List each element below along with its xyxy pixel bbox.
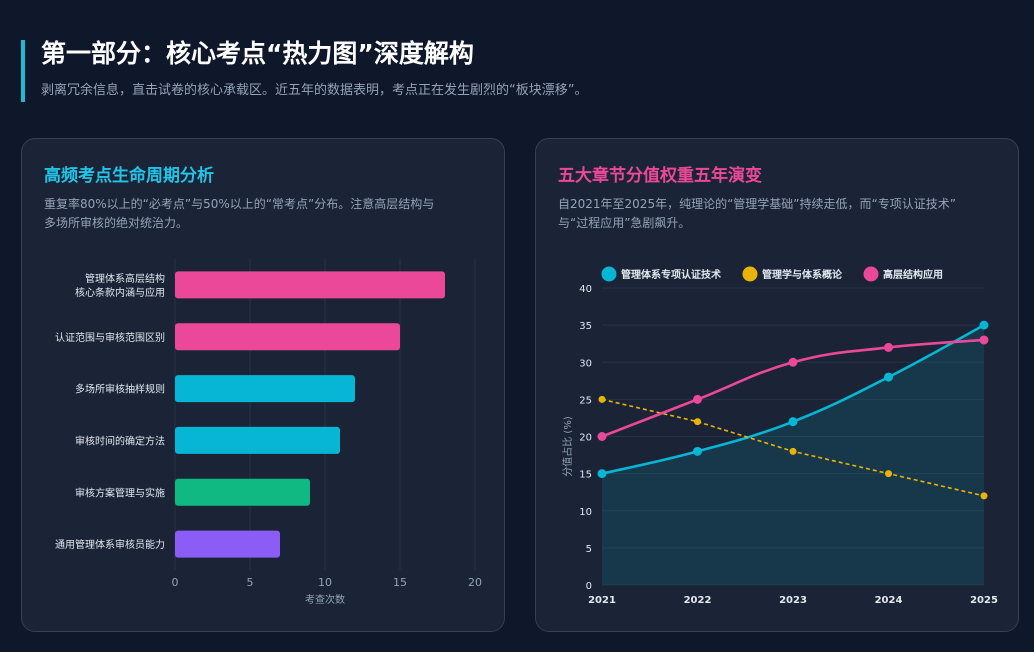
page-title: 第一部分：核心考点“热力图”深度解构 [41,39,474,68]
page-subtitle: 剥离冗余信息，直击试卷的核心承载区。近五年的数据表明，考点正在发生剧烈的“板块漂… [41,83,588,98]
bar-chart-card: 高频考点生命周期分析 重复率80%以上的“必考点”与50%以上的“常考点”分布。… [21,138,505,632]
legend-swatch [742,266,758,282]
bar-card-description: 重复率80%以上的“必考点”与50%以上的“常考点”分布。注意高层结构与 多场所… [44,195,484,233]
data-point [788,357,798,367]
data-point [694,418,701,426]
x-tick-label: 15 [393,576,407,589]
y-tick-label: 0 [586,581,592,592]
y-tick-label: 30 [579,358,592,369]
y-tick-label: 5 [586,544,592,555]
section-header: 第一部分：核心考点“热力图”深度解构 剥离冗余信息，直击试卷的核心承载区。近五年… [21,39,588,102]
bar-card-desc-line1: 重复率80%以上的“必考点”与50%以上的“常考点”分布。注意高层结构与 [44,197,435,211]
line-card-title: 五大章节分值权重五年演变 [558,166,762,186]
data-point [693,446,702,456]
y-axis-label: 分值占比 (%) [561,416,574,477]
data-point [884,342,893,352]
y-tick-label: 35 [579,321,592,332]
y-tick-label: 通用管理体系审核员能力 [55,538,165,551]
bar [175,271,445,299]
area-fill [602,325,984,585]
x-tick-label: 2025 [970,595,998,606]
y-tick-label: 核心条款内涵与应用 [75,286,165,299]
data-point [598,395,606,403]
y-tick-label: 40 [579,284,592,295]
data-point [789,447,797,455]
x-tick-label: 2024 [875,595,903,606]
x-tick-label: 5 [247,576,254,589]
bar [175,323,400,351]
data-point [884,372,893,382]
legend-label: 管理学与体系概论 [762,268,843,281]
data-point [597,432,607,441]
x-tick-label: 2022 [684,595,712,606]
x-axis-label: 考查次数 [305,593,345,606]
x-tick-label: 0 [172,576,179,589]
x-tick-label: 20 [468,576,482,589]
line-card-desc-line2: 与“过程应用”急剧飙升。 [558,216,691,230]
legend-label: 高层结构应用 [883,268,943,281]
data-point [597,469,607,479]
y-tick-label: 认证范围与审核范围区别 [55,331,165,344]
y-tick-label: 管理体系高层结构 [85,272,165,285]
y-tick-label: 多场所审核抽样规则 [75,383,165,396]
data-point [979,320,989,330]
data-point [788,417,798,427]
y-tick-label: 审核方案管理与实施 [75,486,165,499]
line-chart-card: 五大章节分值权重五年演变 自2021年至2025年，纯理论的“管理学基础”持续走… [535,138,1019,632]
legend-label: 管理体系专项认证技术 [621,268,721,281]
y-tick-label: 25 [579,395,592,406]
bar-chart: 0 5 10 15 20 考查次数 管理体系高层结构核心条款内涵与应用认证范围与审核范围区别… [55,259,482,606]
legend-swatch [863,266,879,282]
x-tick-label: 10 [318,576,332,589]
bar [175,375,355,403]
line-card-description: 自2021年至2025年，纯理论的“管理学基础”持续走低，而“专项认证技术” 与… [558,195,998,233]
y-tick-label: 10 [579,507,592,518]
legend-swatch [601,266,617,282]
y-tick-label: 审核时间的确定方法 [75,434,165,447]
y-tick-label: 15 [579,470,592,481]
bar-card-desc-line2: 多场所审核的绝对统治力。 [44,216,189,230]
y-tick-label: 20 [579,433,592,444]
data-point [885,470,892,478]
data-point [979,335,989,345]
x-tick-label: 2023 [779,595,807,606]
data-point [693,394,702,404]
line-card-desc-line1: 自2021年至2025年，纯理论的“管理学基础”持续走低，而“专项认证技术” [558,197,956,211]
bar [175,478,310,506]
x-tick-label: 2021 [588,595,616,606]
bar [175,426,340,454]
bar [175,530,280,558]
bar-card-title: 高频考点生命周期分析 [44,166,214,186]
data-point [980,492,988,500]
